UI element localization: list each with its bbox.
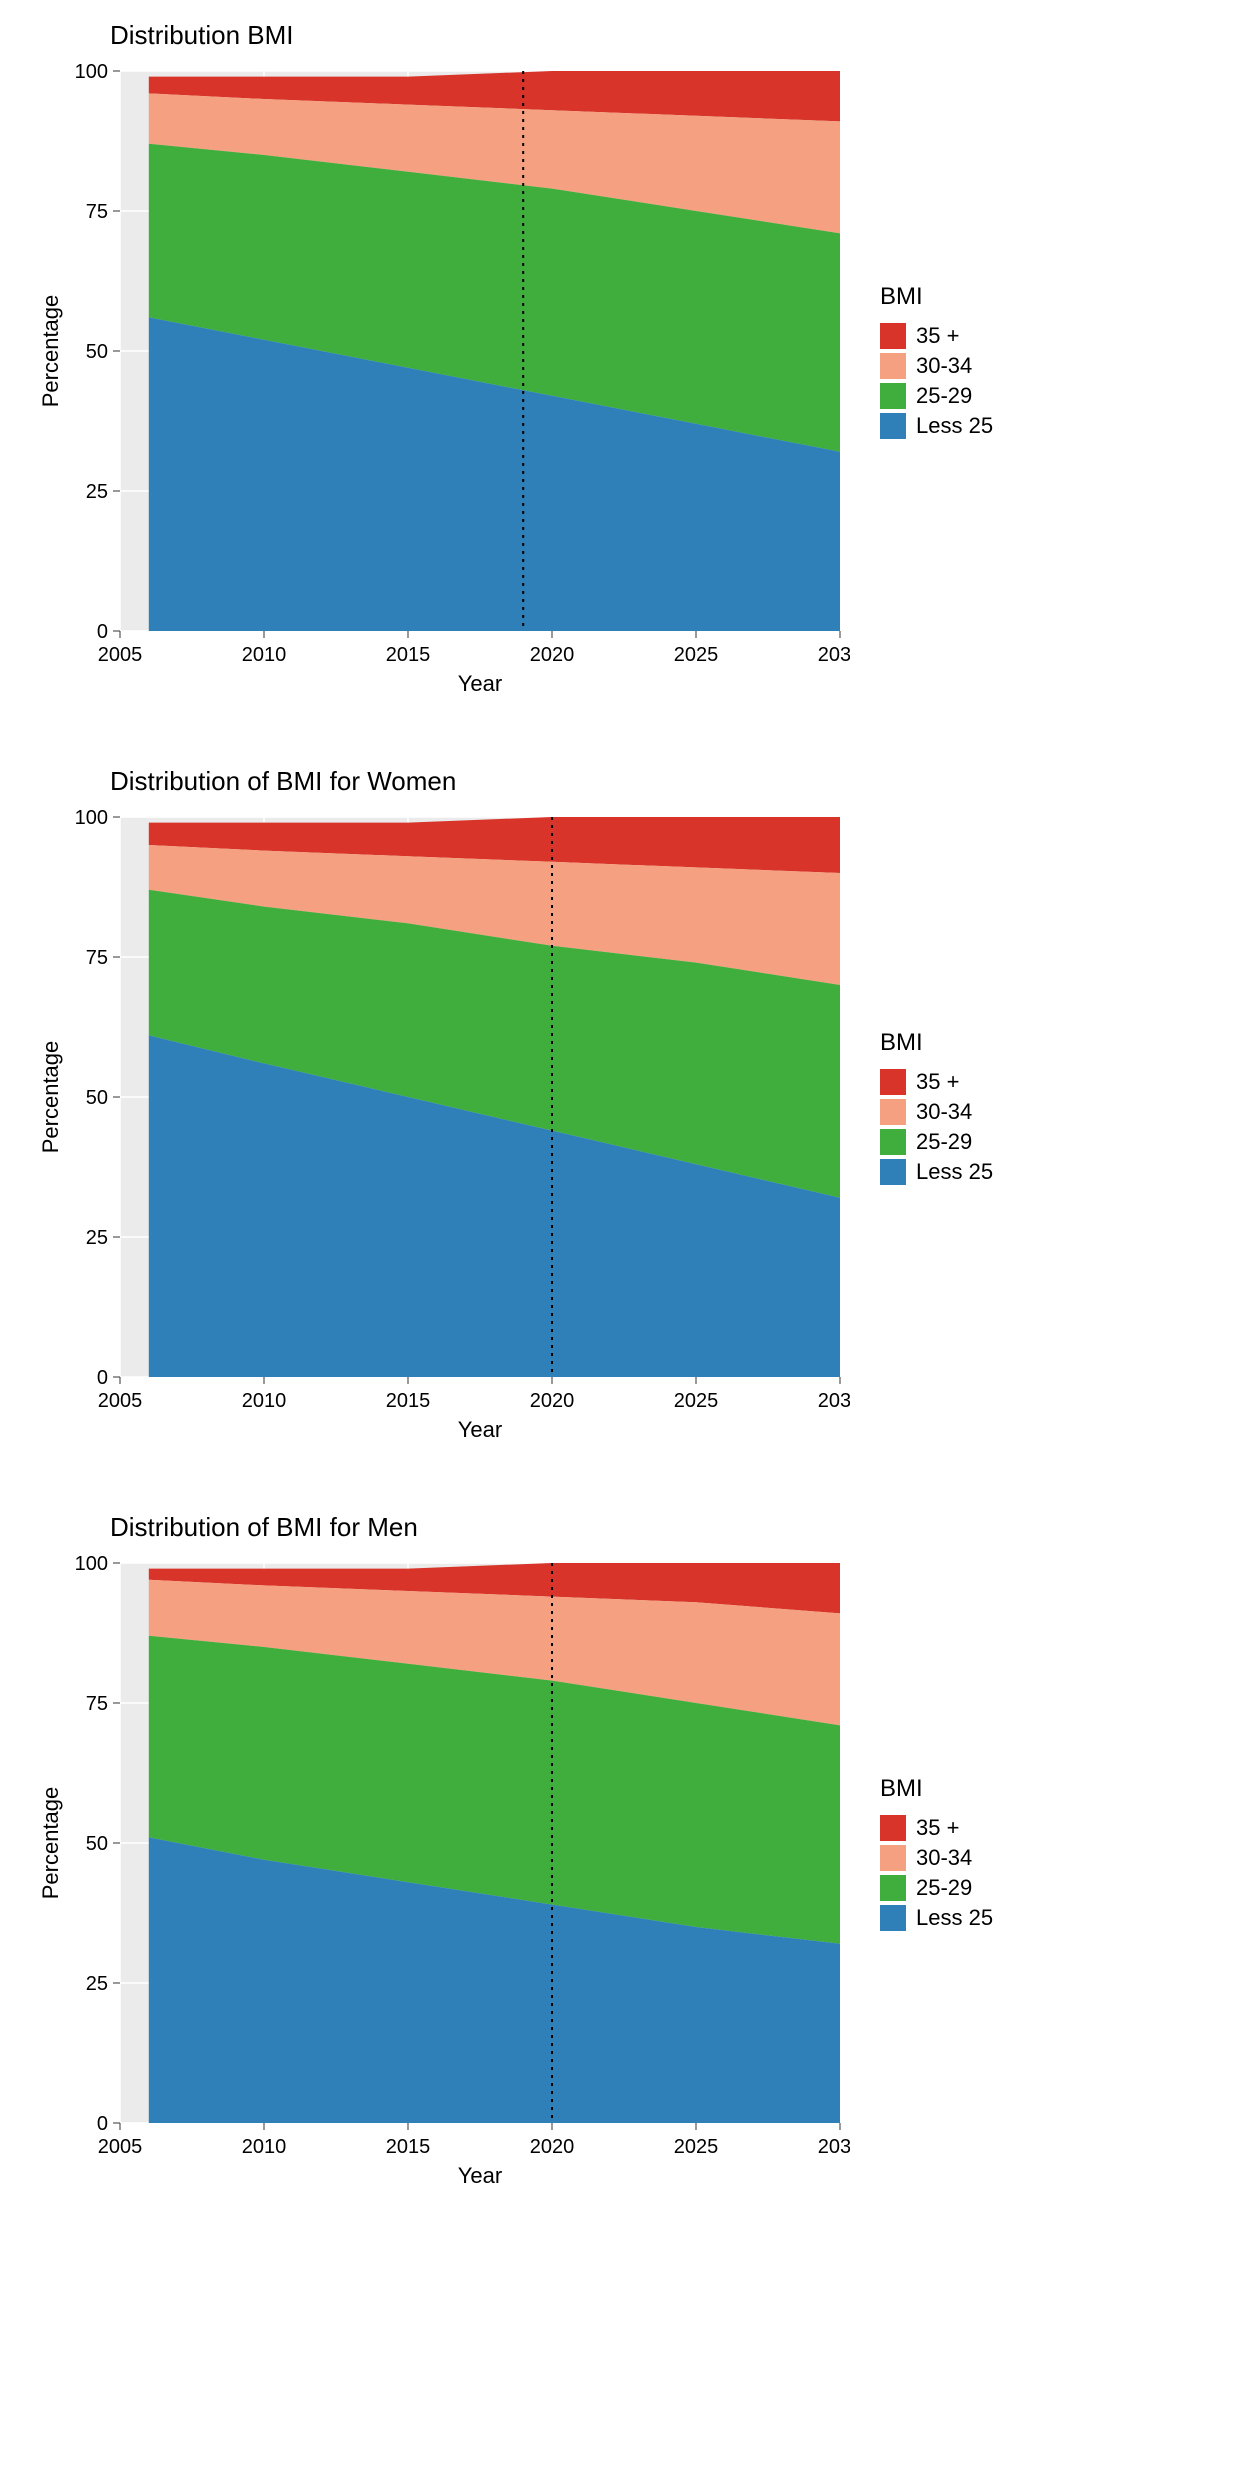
x-tick-label: 2005 (98, 1390, 143, 1412)
y-tick-label: 0 (97, 621, 108, 643)
legend: BMI 35 + 30-34 25-29 Less 25 (880, 283, 993, 443)
x-tick-label: 2015 (386, 2136, 431, 2158)
y-tick-label: 0 (97, 2113, 108, 2135)
legend-title: BMI (880, 1775, 993, 1803)
legend-item-35plus: 35 + (880, 323, 993, 349)
legend-item-25_29: 25-29 (880, 1875, 993, 1901)
legend-item-30_34: 30-34 (880, 1845, 993, 1871)
y-tick-label: 100 (75, 61, 108, 83)
legend-label: Less 25 (916, 413, 993, 439)
legend-label: 30-34 (916, 1099, 972, 1125)
x-tick-label: 2015 (386, 644, 431, 666)
legend-label: Less 25 (916, 1905, 993, 1931)
legend-items: 35 + 30-34 25-29 Less 25 (880, 1815, 993, 1931)
legend-item-35plus: 35 + (880, 1815, 993, 1841)
y-tick-label: 75 (86, 201, 108, 223)
legend-swatch (880, 383, 906, 409)
legend-label: 35 + (916, 1815, 959, 1841)
x-tick-label: 2020 (530, 644, 575, 666)
y-axis-label: Percentage (38, 1787, 63, 1900)
x-tick-label: 2025 (674, 1390, 719, 1412)
legend-swatch (880, 353, 906, 379)
y-tick-label: 50 (86, 341, 108, 363)
legend-swatch (880, 1875, 906, 1901)
x-tick-label: 2010 (242, 644, 287, 666)
chart-svg-women: 2005 2010 2015 2020 2025 2030 0 25 50 75 100 Year Pe… (30, 807, 850, 1447)
legend-item-less25: Less 25 (880, 1159, 993, 1185)
chart-title: Distribution BMI (110, 20, 850, 51)
legend-swatch (880, 1845, 906, 1871)
legend-label: 25-29 (916, 1129, 972, 1155)
legend-swatch (880, 1159, 906, 1185)
legend-items: 35 + 30-34 25-29 Less 25 (880, 1069, 993, 1185)
x-tick-label: 2025 (674, 2136, 719, 2158)
legend-label: 35 + (916, 323, 959, 349)
legend-item-35plus: 35 + (880, 1069, 993, 1095)
y-axis-label: Percentage (38, 1041, 63, 1154)
legend-title: BMI (880, 1029, 993, 1057)
x-axis-label: Year (458, 1417, 502, 1442)
y-axis-label: Percentage (38, 295, 63, 408)
legend-item-less25: Less 25 (880, 1905, 993, 1931)
legend-label: 30-34 (916, 353, 972, 379)
x-tick-label: 2030 (818, 2136, 850, 2158)
y-tick-label: 50 (86, 1833, 108, 1855)
legend-swatch (880, 1069, 906, 1095)
x-tick-label: 2005 (98, 644, 143, 666)
legend-label: 25-29 (916, 383, 972, 409)
legend: BMI 35 + 30-34 25-29 Less 25 (880, 1775, 993, 1935)
legend-swatch (880, 1099, 906, 1125)
chart-area: 2005 2010 2015 2020 2025 2030 0 25 50 75 100 Year Pe… (30, 1553, 850, 2198)
x-tick-label: 2030 (818, 1390, 850, 1412)
x-tick-label: 2020 (530, 1390, 575, 1412)
legend-items: 35 + 30-34 25-29 Less 25 (880, 323, 993, 439)
y-tick-label: 25 (86, 1227, 108, 1249)
legend-label: 30-34 (916, 1845, 972, 1871)
y-tick-label: 25 (86, 481, 108, 503)
x-tick-label: 2010 (242, 2136, 287, 2158)
y-tick-label: 75 (86, 947, 108, 969)
y-tick-label: 25 (86, 1973, 108, 1995)
legend: BMI 35 + 30-34 25-29 Less 25 (880, 1029, 993, 1189)
page: Distribution BMI 2005 2010 2015 2020 2025 203… (0, 0, 1255, 2298)
x-tick-label: 2025 (674, 644, 719, 666)
y-tick-label: 100 (75, 1553, 108, 1575)
chart-block-men: Distribution of BMI for Men 2005 2010 2015… (30, 1512, 1225, 2198)
legend-item-25_29: 25-29 (880, 383, 993, 409)
chart-block-overall: Distribution BMI 2005 2010 2015 2020 2025 203… (30, 20, 1225, 706)
legend-swatch (880, 1905, 906, 1931)
x-tick-label: 2005 (98, 2136, 143, 2158)
chart-title: Distribution of BMI for Women (110, 766, 850, 797)
x-tick-label: 2020 (530, 2136, 575, 2158)
chart-area: 2005 2010 2015 2020 2025 2030 0 25 50 75 100 Year Pe… (30, 807, 850, 1452)
x-axis-label: Year (458, 671, 502, 696)
legend-item-30_34: 30-34 (880, 1099, 993, 1125)
y-tick-label: 75 (86, 1693, 108, 1715)
x-tick-label: 2010 (242, 1390, 287, 1412)
x-tick-label: 2015 (386, 1390, 431, 1412)
chart-svg-overall: 2005 2010 2015 2020 2025 2030 0 25 50 75 100 Year Pe… (30, 61, 850, 701)
legend-swatch (880, 413, 906, 439)
legend-swatch (880, 1815, 906, 1841)
legend-label: Less 25 (916, 1159, 993, 1185)
legend-title: BMI (880, 283, 993, 311)
y-tick-label: 100 (75, 807, 108, 829)
legend-item-less25: Less 25 (880, 413, 993, 439)
y-tick-label: 0 (97, 1367, 108, 1389)
chart-block-women: Distribution of BMI for Women 2005201020… (30, 766, 1225, 1452)
legend-item-25_29: 25-29 (880, 1129, 993, 1155)
x-axis-label: Year (458, 2163, 502, 2188)
chart-area: 2005 2010 2015 2020 2025 2030 0 25 50 75 100 Year Pe… (30, 61, 850, 706)
legend-label: 35 + (916, 1069, 959, 1095)
chart-svg-men: 2005 2010 2015 2020 2025 2030 0 25 50 75 100 Year Pe… (30, 1553, 850, 2193)
chart-title: Distribution of BMI for Men (110, 1512, 850, 1543)
legend-label: 25-29 (916, 1875, 972, 1901)
legend-item-30_34: 30-34 (880, 353, 993, 379)
x-tick-label: 2030 (818, 644, 850, 666)
y-tick-label: 50 (86, 1087, 108, 1109)
legend-swatch (880, 323, 906, 349)
legend-swatch (880, 1129, 906, 1155)
